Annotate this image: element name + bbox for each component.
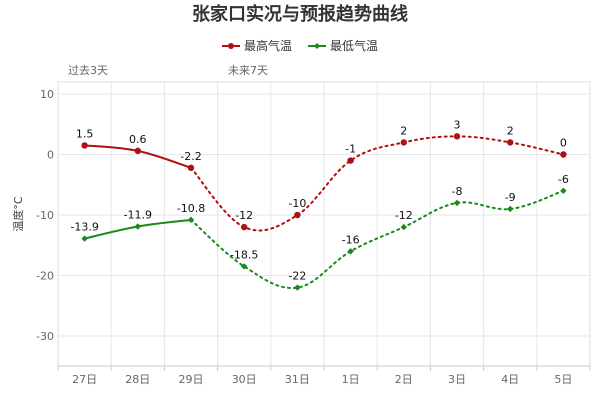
x-axis-ticks: 27日 28日 29日 30日 31日 1日 2日 3日 4日 5日 bbox=[72, 373, 572, 386]
series-0-data-label: -1 bbox=[345, 143, 356, 156]
series-0-data-label: -10 bbox=[288, 197, 306, 210]
period-label-future: 未来7天 bbox=[228, 64, 268, 77]
x-tick-label: 28日 bbox=[125, 373, 150, 386]
grid bbox=[57, 81, 591, 371]
y-tick-label: -20 bbox=[36, 270, 54, 283]
series-1-data-label: -11.9 bbox=[124, 208, 152, 221]
chart-title: 张家口实况与预报趋势曲线 bbox=[192, 3, 408, 25]
series-0-point bbox=[400, 139, 407, 146]
series-0-data-label: 1.5 bbox=[76, 127, 94, 140]
series-1-data-label: -13.9 bbox=[70, 221, 98, 234]
x-tick-label: 29日 bbox=[179, 373, 204, 386]
series-1-data-label: -9 bbox=[505, 191, 516, 204]
series-0-data-label: 0.6 bbox=[129, 133, 147, 146]
series-1-data-label: -12 bbox=[395, 209, 413, 222]
series-1-point bbox=[507, 205, 514, 213]
y-axis-label: 温度°C bbox=[11, 196, 25, 231]
series-0-point bbox=[134, 147, 141, 155]
series-0-data-label: 2 bbox=[507, 124, 514, 137]
series-1-data-label: -16 bbox=[342, 233, 360, 246]
series-1-data-label: -6 bbox=[558, 173, 569, 186]
y-axis-ticks: 10 0 -10 -20 -30 bbox=[36, 88, 54, 343]
x-tick-label: 2日 bbox=[395, 373, 413, 386]
series-1-point bbox=[347, 248, 354, 255]
series-1-point bbox=[560, 187, 567, 194]
legend: 最高气温 最低气温 bbox=[222, 38, 378, 53]
series-1-data-label: -22 bbox=[288, 270, 306, 283]
legend-label-low: 最低气温 bbox=[330, 38, 378, 53]
series-1-point bbox=[400, 223, 407, 231]
series-0-point bbox=[560, 151, 567, 158]
series-0-data-label: 3 bbox=[454, 118, 461, 131]
series-0-data-label: -12 bbox=[235, 209, 253, 222]
y-tick-label: -10 bbox=[36, 209, 54, 222]
series-1-data-label: -10.8 bbox=[177, 202, 205, 215]
y-tick-label: 0 bbox=[47, 149, 54, 162]
series-1-forecast-line bbox=[190, 189, 565, 289]
x-tick-label: 3日 bbox=[448, 373, 466, 386]
series-0-point bbox=[347, 157, 354, 164]
series-1-point bbox=[134, 223, 141, 230]
x-tick-label: 27日 bbox=[72, 373, 97, 386]
series-layer: 1.5 0.6-2.2-12-10-12 3 20-13.9-11.9-10.8-18… bbox=[70, 118, 569, 291]
legend-label-high: 最高气温 bbox=[244, 38, 292, 53]
series-1-data-label: -8 bbox=[452, 185, 463, 198]
series-1-point bbox=[187, 216, 195, 224]
x-tick-label: 5日 bbox=[554, 373, 572, 386]
series-1-data-label: -18.5 bbox=[230, 248, 258, 261]
series-1-point bbox=[241, 263, 248, 270]
legend-item-low[interactable]: 最低气温 bbox=[308, 38, 378, 53]
series-0-data-label: 0 bbox=[560, 137, 567, 150]
x-tick-label: 30日 bbox=[232, 373, 257, 386]
series-0-point bbox=[187, 164, 195, 172]
x-tick-label: 31日 bbox=[285, 373, 310, 386]
series-1-point bbox=[81, 235, 88, 242]
x-tick-label: 1日 bbox=[342, 373, 360, 386]
series-0-point bbox=[241, 223, 248, 231]
series-0-point bbox=[507, 139, 514, 146]
series-0-point bbox=[81, 142, 88, 149]
series-1-point bbox=[294, 284, 301, 291]
series-0-point bbox=[294, 211, 301, 219]
y-tick-label: 10 bbox=[40, 88, 54, 101]
series-0-data-label: 2 bbox=[400, 124, 407, 137]
legend-item-high[interactable]: 最高气温 bbox=[222, 38, 292, 53]
y-tick-label: -30 bbox=[36, 330, 54, 343]
series-0-data-label: -2.2 bbox=[180, 150, 201, 163]
x-tick-label: 4日 bbox=[501, 373, 519, 386]
series-1-point bbox=[453, 199, 461, 207]
period-label-past: 过去3天 bbox=[68, 64, 108, 77]
series-0-point bbox=[453, 133, 461, 140]
